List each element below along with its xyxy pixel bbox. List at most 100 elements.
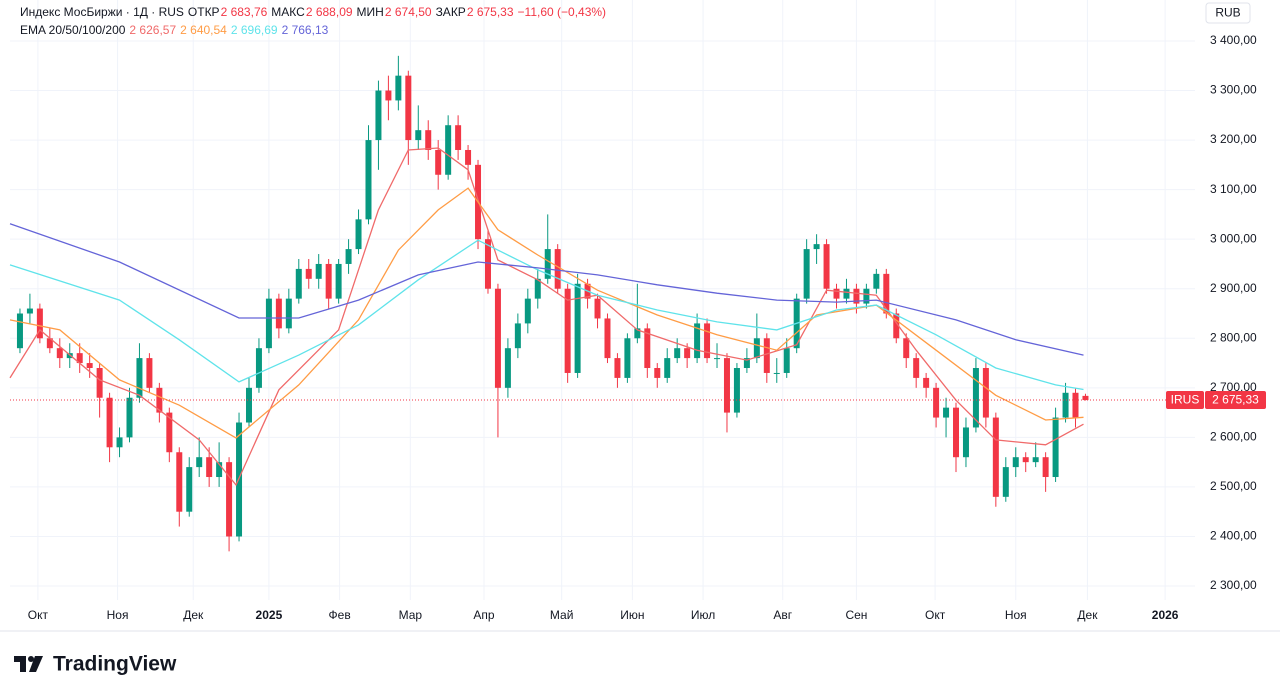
- ohlc-value: 2 688,09: [305, 5, 353, 19]
- candle-body: [275, 298, 282, 329]
- candle-body: [893, 313, 900, 339]
- candle-body: [853, 288, 860, 304]
- candle-body: [156, 387, 163, 413]
- logo-mark: [14, 656, 26, 672]
- ema-line: [9, 239, 1084, 391]
- candle-body: [166, 412, 173, 453]
- candle-body: [684, 348, 691, 359]
- candle-body: [674, 348, 681, 359]
- change: −11,60 (−0,43%): [517, 5, 607, 19]
- candle-body: [733, 368, 740, 413]
- candle-body: [773, 372, 780, 374]
- plot-area: [9, 55, 1195, 552]
- y-tick-label: 3 400,00: [1210, 33, 1257, 47]
- candle-body: [36, 308, 43, 339]
- ohlc-key: ЗАКР: [435, 5, 466, 19]
- ohlc-key: МАКС: [271, 5, 305, 19]
- x-tick-label: Май: [550, 608, 574, 622]
- candle-body: [903, 338, 910, 359]
- candle-body: [365, 140, 372, 220]
- candle-body: [206, 457, 213, 478]
- candle-body: [723, 358, 730, 413]
- x-tick-label: Дек: [1077, 608, 1098, 622]
- candle-body: [624, 338, 631, 378]
- ohlc-key: ОТКР: [187, 5, 220, 19]
- candle-body: [1022, 457, 1029, 463]
- candle-body: [56, 348, 63, 359]
- last-price: 2 675,33: [1212, 393, 1259, 407]
- candle-body: [614, 358, 621, 378]
- candle-body: [315, 263, 322, 279]
- candle-body: [216, 462, 223, 478]
- candle-body: [46, 338, 53, 349]
- ema-legend: EMA 20/50/100/200 2 626,57 2 640,54 2 696,6…: [20, 22, 332, 38]
- logo-mark: [29, 656, 43, 672]
- y-tick-label: 2 500,00: [1210, 479, 1257, 493]
- candle-body: [1032, 457, 1039, 463]
- candle-body: [345, 249, 352, 264]
- candle-body: [295, 268, 302, 299]
- candle-body: [544, 249, 551, 279]
- candle-body: [574, 283, 581, 373]
- candle-body: [1082, 395, 1089, 401]
- y-tick-label: 3 300,00: [1210, 83, 1257, 97]
- candle-body: [425, 130, 432, 150]
- candle-body: [1042, 457, 1049, 478]
- candle-body: [494, 288, 501, 388]
- candle-body: [126, 397, 133, 438]
- candle-body: [1072, 392, 1079, 418]
- candle-body: [1052, 417, 1059, 478]
- brand-logo: TradingView: [14, 653, 177, 676]
- candle-body: [395, 75, 402, 101]
- currency-box[interactable]: [1205, 2, 1251, 24]
- chart-title: Индекс МосБиржи · 1Д · RUS: [20, 5, 184, 19]
- x-tick-label: Сен: [845, 608, 867, 622]
- x-tick-label: Июл: [691, 608, 715, 622]
- candle-body: [933, 387, 940, 418]
- candle-body: [435, 149, 442, 175]
- currency: RUB: [1215, 6, 1240, 20]
- candle-body: [355, 219, 362, 250]
- candle-body: [953, 407, 960, 458]
- candle-body: [504, 348, 511, 388]
- candle-body: [26, 308, 33, 314]
- ema-value: 2 696,69: [230, 23, 278, 37]
- y-tick-label: 2 300,00: [1210, 578, 1257, 592]
- candle-body: [863, 288, 870, 304]
- ohlc-key: МИН: [356, 5, 384, 19]
- candle-body: [514, 323, 521, 349]
- candle-body: [176, 452, 183, 512]
- y-tick-label: 2 800,00: [1210, 330, 1257, 344]
- ema-value: 2 626,57: [129, 23, 177, 37]
- y-tick-label: 3 000,00: [1210, 231, 1257, 245]
- x-tick-label: Мар: [399, 608, 423, 622]
- logo-dot: [28, 656, 34, 662]
- candle-body: [604, 318, 611, 359]
- candle-body: [96, 368, 103, 398]
- candle-body: [375, 90, 382, 141]
- candle-body: [484, 239, 491, 289]
- ohlc-legend: Индекс МосБиржи · 1Д · RUS ОТКР2 683,76 МА…: [20, 4, 610, 20]
- candle-body: [972, 368, 979, 428]
- candle-body: [654, 368, 661, 378]
- x-tick-label: 2025: [256, 608, 283, 622]
- candle-body: [86, 363, 93, 369]
- candle-body: [883, 273, 890, 314]
- ema-line: [9, 223, 1084, 356]
- candle-body: [962, 427, 969, 458]
- candle-body: [285, 298, 292, 329]
- candle-body: [982, 368, 989, 418]
- candle-body: [943, 407, 950, 418]
- x-tick-label: Ноя: [107, 608, 129, 622]
- x-tick-label: Фев: [329, 608, 351, 622]
- symbol-tag: [1166, 391, 1204, 410]
- candle-body: [704, 323, 711, 359]
- y-tick-label: 2 600,00: [1210, 430, 1257, 444]
- y-tick-label: 2 400,00: [1210, 529, 1257, 543]
- candle-body: [136, 358, 143, 398]
- y-tick-label: 3 100,00: [1210, 182, 1257, 196]
- candle-body: [833, 288, 840, 299]
- candle-body: [753, 338, 760, 359]
